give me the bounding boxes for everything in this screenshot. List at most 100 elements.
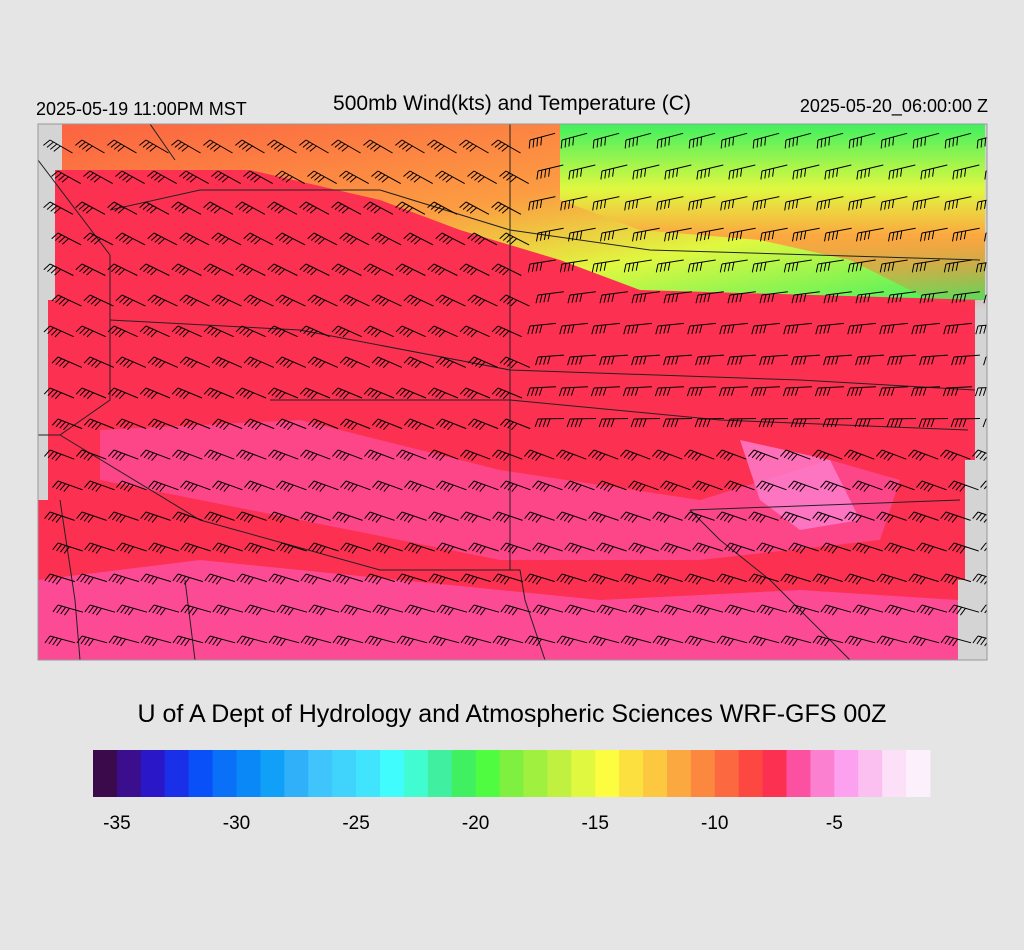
wind-barb [983, 356, 987, 366]
wind-barb [331, 387, 363, 400]
colorbar-tick-label: -5 [826, 813, 843, 834]
valid-utc-time: 2025-05-20_06:00:00 Z [800, 96, 988, 117]
wind-barb [687, 322, 716, 335]
wind-barb [436, 480, 467, 492]
wind-barb [108, 511, 139, 523]
colorbar-tick-label: -25 [342, 813, 369, 834]
wind-barb [847, 259, 876, 273]
wind-barb [459, 201, 490, 215]
wind-barb [600, 227, 628, 242]
wind-barb [884, 542, 915, 554]
wind-barb [268, 449, 299, 461]
wind-barb [820, 542, 851, 554]
wind-barb [824, 164, 852, 180]
colorbar-swatch [403, 750, 429, 797]
wind-barb [211, 294, 242, 307]
colorbar-swatch [356, 750, 381, 797]
wind-barb [876, 449, 907, 461]
wind-barb [983, 294, 987, 304]
wind-barb [748, 449, 779, 461]
wind-barb [139, 325, 170, 338]
wind-barb [404, 480, 435, 492]
wind-barb [371, 294, 402, 307]
wind-barb [823, 291, 852, 304]
colorbar-swatch [810, 750, 835, 797]
wind-barb [332, 573, 364, 585]
wind-barb [435, 294, 466, 307]
wind-barb [468, 542, 499, 554]
wind-barb [663, 354, 692, 366]
colorbar-swatch [164, 750, 190, 797]
wind-barb [499, 356, 531, 369]
colorbar-tick-label: -35 [103, 813, 130, 834]
wind-barb [599, 291, 628, 304]
colorbar-tick-label: -20 [462, 813, 489, 834]
wind-barb [235, 139, 265, 154]
wind-barb [792, 164, 820, 180]
wind-barb [107, 201, 138, 215]
colorbar-tick-label: -10 [701, 813, 728, 834]
wind-barb [204, 635, 236, 647]
wind-barb [332, 449, 363, 461]
wind-barb [887, 354, 916, 366]
wind-barb [44, 573, 76, 585]
wind-barb [148, 480, 179, 492]
wind-barb [139, 201, 170, 215]
wind-barb [848, 132, 876, 149]
wind-barb [724, 480, 755, 492]
wind-barb [567, 291, 596, 304]
wind-barb [622, 386, 653, 397]
wind-barb [524, 511, 555, 523]
wind-barb [948, 542, 979, 554]
wind-barb [756, 604, 788, 616]
wind-barb [331, 263, 362, 276]
wind-barb [171, 139, 201, 154]
wind-barb [559, 322, 588, 335]
colorbar-tick-label: -15 [581, 813, 608, 834]
wind-barb [879, 259, 908, 273]
wind-barb [916, 604, 948, 616]
wind-barb [844, 449, 875, 461]
wind-barb [695, 291, 724, 304]
wind-barb [203, 139, 233, 154]
wind-barb [886, 418, 917, 428]
colorbar-swatch [523, 750, 548, 797]
wind-barb [942, 386, 973, 397]
wind-barb [630, 418, 661, 428]
wind-barb [716, 511, 747, 523]
wind-barb [83, 170, 113, 185]
colorbar-swatch [236, 750, 261, 797]
wind-barb [275, 294, 306, 307]
wind-barb [244, 542, 275, 554]
pink-band [38, 560, 958, 660]
wind-barb [559, 259, 588, 273]
wind-barb [491, 263, 522, 276]
wind-barb [180, 480, 211, 492]
wind-barb [300, 511, 331, 523]
wind-barb [780, 449, 811, 461]
wind-barb [75, 325, 106, 338]
wind-barb [459, 325, 490, 338]
wind-barb [748, 511, 779, 523]
wind-barb [759, 291, 788, 304]
wind-barb [820, 480, 851, 492]
wind-barb [468, 604, 500, 616]
wind-barb [591, 259, 620, 273]
wind-barb [760, 164, 788, 180]
wind-barb [780, 635, 812, 647]
wind-barb [812, 449, 843, 461]
wind-barb [972, 511, 987, 523]
wind-barb [212, 480, 243, 492]
wind-barb [236, 573, 268, 585]
wind-barb [140, 635, 172, 647]
wind-barb [235, 201, 266, 215]
wind-barb [339, 170, 369, 185]
wind-barb [235, 263, 266, 276]
wind-barb [236, 511, 267, 523]
wind-barb [139, 387, 171, 400]
wind-barb [628, 480, 659, 492]
wind-barb [340, 542, 371, 554]
wind-barb [916, 480, 947, 492]
wind-barb [684, 573, 716, 585]
wind-barb [403, 418, 435, 431]
